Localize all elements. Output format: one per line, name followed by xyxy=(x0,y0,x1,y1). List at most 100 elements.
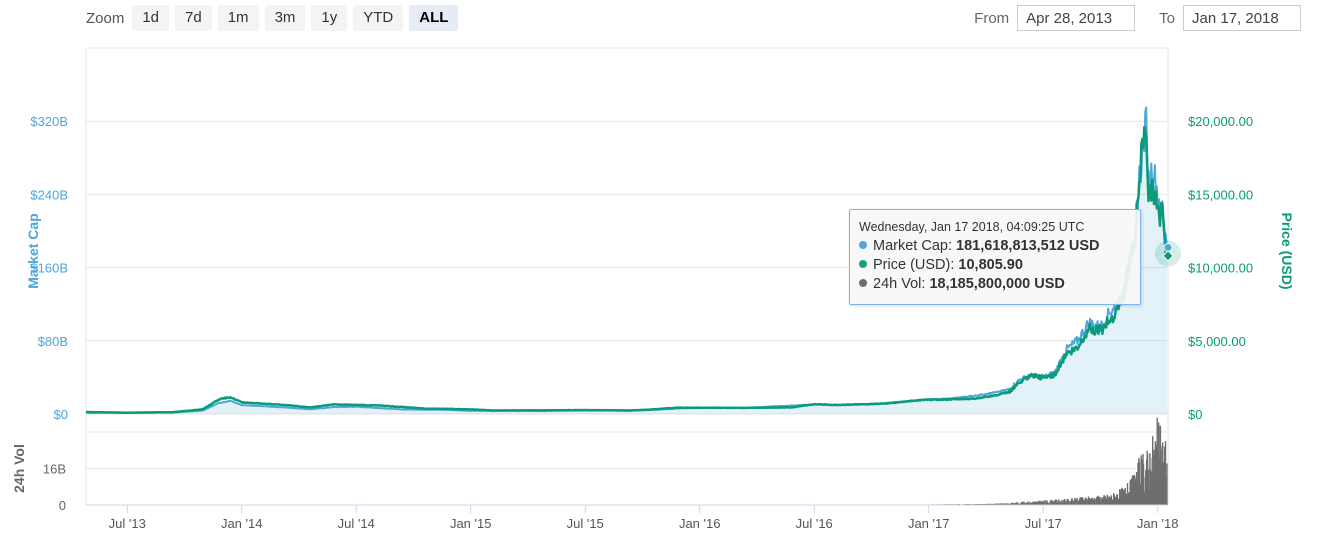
volume-bar xyxy=(1066,499,1068,505)
volume-bar xyxy=(1135,479,1137,505)
volume-bar xyxy=(1139,483,1141,505)
volume-bar xyxy=(1011,502,1014,505)
volume-bar xyxy=(1046,500,1048,505)
volume-bar xyxy=(1058,499,1060,505)
price-line xyxy=(85,125,1168,414)
chart-tooltip: Wednesday, Jan 17 2018, 04:09:25 UTC Mar… xyxy=(849,209,1141,305)
volume-bar xyxy=(1124,494,1127,505)
volume-bar xyxy=(1096,499,1098,505)
x-tick-label: Jul '17 xyxy=(1025,516,1062,531)
y-left-tick-label: $240B xyxy=(30,187,68,202)
zoom-1m-button[interactable]: 1m xyxy=(217,5,259,31)
volume-tick-label: 16B xyxy=(43,462,66,477)
y-right-tick-label: $5,000.00 xyxy=(1188,334,1246,349)
volume-bar xyxy=(1090,498,1092,505)
volume-bar xyxy=(1160,465,1163,505)
volume-bar xyxy=(1164,441,1167,505)
volume-dot-icon xyxy=(859,279,867,287)
x-tick-label: Jan '15 xyxy=(450,516,492,531)
y-right-tick-label: $20,000.00 xyxy=(1188,114,1253,129)
volume-bar xyxy=(1051,499,1053,505)
volume-bar xyxy=(1060,500,1062,505)
volume-bar xyxy=(1132,475,1135,505)
date-range-bar: From To xyxy=(974,5,1301,31)
y-left-tick-label: $0 xyxy=(54,407,68,422)
zoom-ytd-button[interactable]: YTD xyxy=(353,5,404,31)
y-right-axis-title: Price (USD) xyxy=(1279,212,1295,289)
volume-bar xyxy=(1031,502,1033,505)
zoom-3m-button[interactable]: 3m xyxy=(264,5,306,31)
tooltip-volume-value: 18,185,800,000 USD xyxy=(929,276,1065,292)
volume-bar xyxy=(1138,461,1141,505)
zoom-all-button[interactable]: ALL xyxy=(409,5,459,31)
x-tick-label: Jan '14 xyxy=(221,516,263,531)
volume-bar xyxy=(1115,496,1117,505)
volume-bar xyxy=(1080,499,1082,505)
tooltip-market-cap-value: 181,618,813,512 USD xyxy=(956,238,1100,254)
volume-bar xyxy=(1166,463,1168,505)
y-left-tick-label: $80B xyxy=(38,334,68,349)
volume-bar xyxy=(1056,499,1058,505)
volume-bar xyxy=(1087,496,1090,505)
y-left-tick-label: $160B xyxy=(30,261,68,276)
volume-bar xyxy=(1162,442,1164,505)
volume-bar xyxy=(1050,501,1052,505)
volume-bar xyxy=(1130,478,1133,505)
tooltip-row-market-cap: Market Cap: 181,618,813,512 USD xyxy=(859,237,1132,256)
y-right-tick-label: $15,000.00 xyxy=(1188,187,1253,202)
zoom-7d-button[interactable]: 7d xyxy=(175,5,212,31)
volume-bar xyxy=(1097,496,1100,505)
volume-bar xyxy=(1126,483,1129,505)
volume-bar xyxy=(1156,417,1158,505)
volume-bar xyxy=(1100,499,1103,505)
volume-bar xyxy=(1067,499,1070,505)
volume-bar xyxy=(1023,501,1025,505)
volume-bar xyxy=(1075,499,1077,505)
volume-bar xyxy=(1025,502,1027,505)
to-date-input[interactable] xyxy=(1183,5,1301,31)
volume-bar xyxy=(1071,498,1073,505)
market-cap-dot-icon xyxy=(859,241,867,249)
y-right-tick-label: $0 xyxy=(1188,407,1202,422)
zoom-bar: Zoom 1d 7d 1m 3m 1y YTD ALL xyxy=(86,5,459,31)
volume-bar xyxy=(1036,501,1038,505)
volume-bar xyxy=(1015,503,1017,505)
y-left-tick-label: $320B xyxy=(30,114,68,129)
volume-bar xyxy=(1062,502,1064,505)
volume-bar xyxy=(1158,458,1160,505)
volume-tick-label: 0 xyxy=(59,498,66,513)
zoom-1y-button[interactable]: 1y xyxy=(311,5,348,31)
from-date-input[interactable] xyxy=(1017,5,1136,31)
tooltip-row-price: Price (USD): 10,805.90 xyxy=(859,256,1132,275)
volume-axis-title: 24h Vol xyxy=(11,444,27,493)
volume-bar xyxy=(1089,500,1091,505)
volume-bar xyxy=(1039,502,1041,505)
volume-bar xyxy=(1092,500,1095,505)
volume-bar xyxy=(1081,497,1083,505)
price-dot-icon xyxy=(859,260,867,268)
volume-bar xyxy=(1040,500,1042,505)
volume-bar xyxy=(1061,499,1063,505)
tooltip-volume-label: 24h Vol: xyxy=(873,276,930,292)
volume-bar xyxy=(1077,500,1079,505)
volume-bar xyxy=(1149,469,1152,505)
tooltip-price-label: Price (USD): xyxy=(873,257,959,273)
x-tick-label: Jul '14 xyxy=(338,516,375,531)
volume-bar xyxy=(1098,497,1101,505)
tooltip-price-value: 10,805.90 xyxy=(958,257,1023,273)
tooltip-date: Wednesday, Jan 17 2018, 04:09:25 UTC xyxy=(859,220,1085,234)
zoom-label: Zoom xyxy=(86,9,125,27)
volume-bar xyxy=(1152,436,1154,505)
tooltip-row-volume: 24h Vol: 18,185,800,000 USD xyxy=(859,275,1132,294)
volume-bar xyxy=(1106,494,1108,505)
volume-bar xyxy=(1038,500,1040,505)
volume-bar xyxy=(1113,496,1116,505)
zoom-1d-button[interactable]: 1d xyxy=(132,5,170,31)
volume-bar xyxy=(1070,502,1072,505)
tooltip-market-cap-label: Market Cap: xyxy=(873,238,956,254)
volume-bar xyxy=(1010,503,1012,505)
x-tick-label: Jul '13 xyxy=(109,516,146,531)
volume-bar xyxy=(1027,501,1029,505)
volume-bar xyxy=(1128,492,1130,505)
